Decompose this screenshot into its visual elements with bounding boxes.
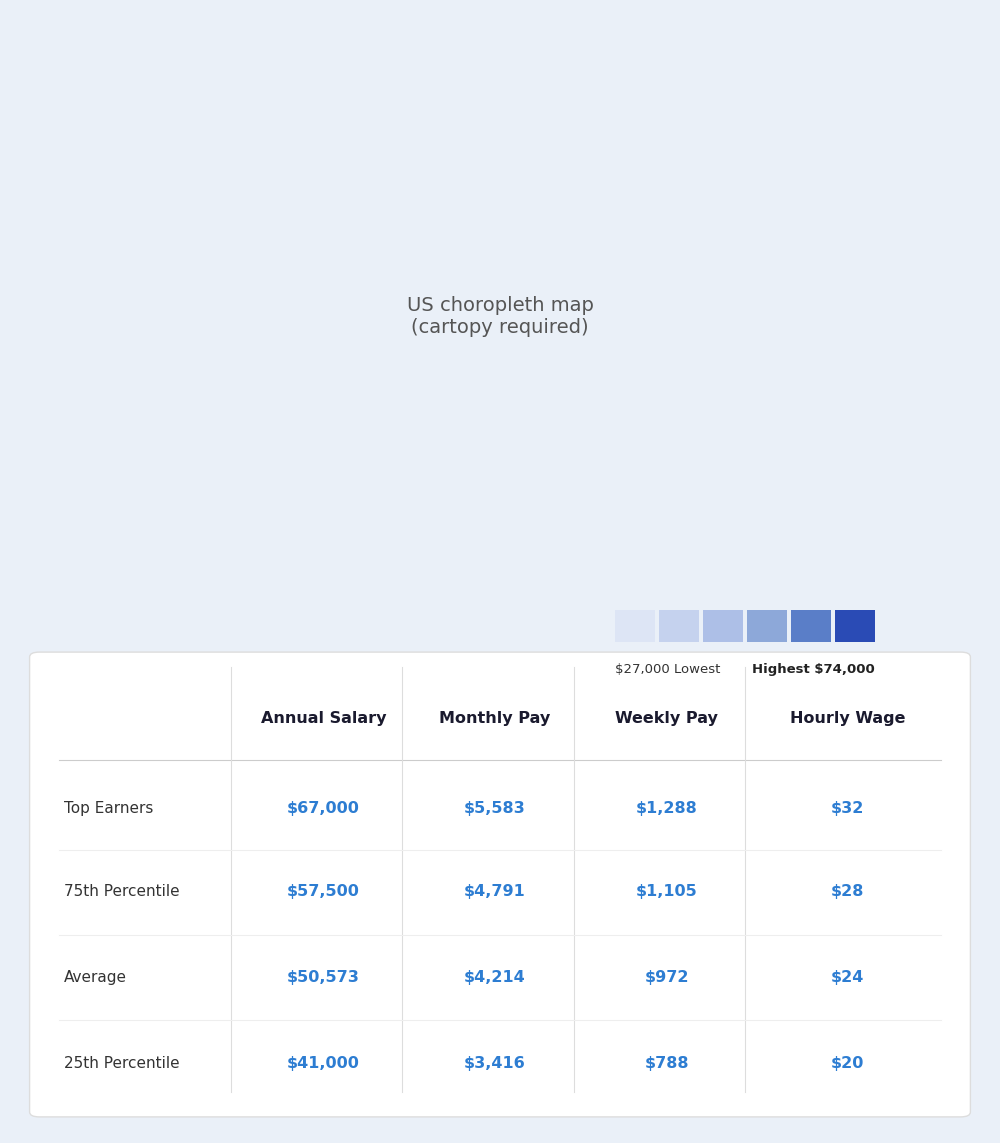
Text: Top Earners: Top Earners	[64, 801, 153, 816]
Text: Average: Average	[64, 970, 127, 985]
Text: $3,416: $3,416	[464, 1056, 526, 1071]
Text: $788: $788	[644, 1056, 689, 1071]
Text: $4,214: $4,214	[464, 970, 526, 985]
Text: $32: $32	[831, 801, 865, 816]
Text: $972: $972	[644, 970, 689, 985]
Text: Hourly Wage: Hourly Wage	[790, 711, 906, 726]
Text: $67,000: $67,000	[287, 801, 360, 816]
Text: $5,583: $5,583	[464, 801, 526, 816]
Text: $1,288: $1,288	[636, 801, 697, 816]
Text: Annual Salary: Annual Salary	[261, 711, 386, 726]
Text: $28: $28	[831, 885, 865, 900]
Text: Monthly Pay: Monthly Pay	[439, 711, 551, 726]
Text: $4,791: $4,791	[464, 885, 526, 900]
Text: US choropleth map
(cartopy required): US choropleth map (cartopy required)	[407, 296, 593, 337]
Text: $41,000: $41,000	[287, 1056, 360, 1071]
Text: 75th Percentile: 75th Percentile	[64, 885, 180, 900]
Text: $50,573: $50,573	[287, 970, 360, 985]
FancyBboxPatch shape	[30, 653, 970, 1117]
Text: 25th Percentile: 25th Percentile	[64, 1056, 180, 1071]
Text: Weekly Pay: Weekly Pay	[615, 711, 718, 726]
Text: $57,500: $57,500	[287, 885, 360, 900]
Text: $1,105: $1,105	[636, 885, 697, 900]
Text: $27,000 Lowest: $27,000 Lowest	[615, 663, 720, 676]
Text: $24: $24	[831, 970, 865, 985]
Text: Highest $74,000: Highest $74,000	[752, 663, 875, 676]
Text: $20: $20	[831, 1056, 865, 1071]
